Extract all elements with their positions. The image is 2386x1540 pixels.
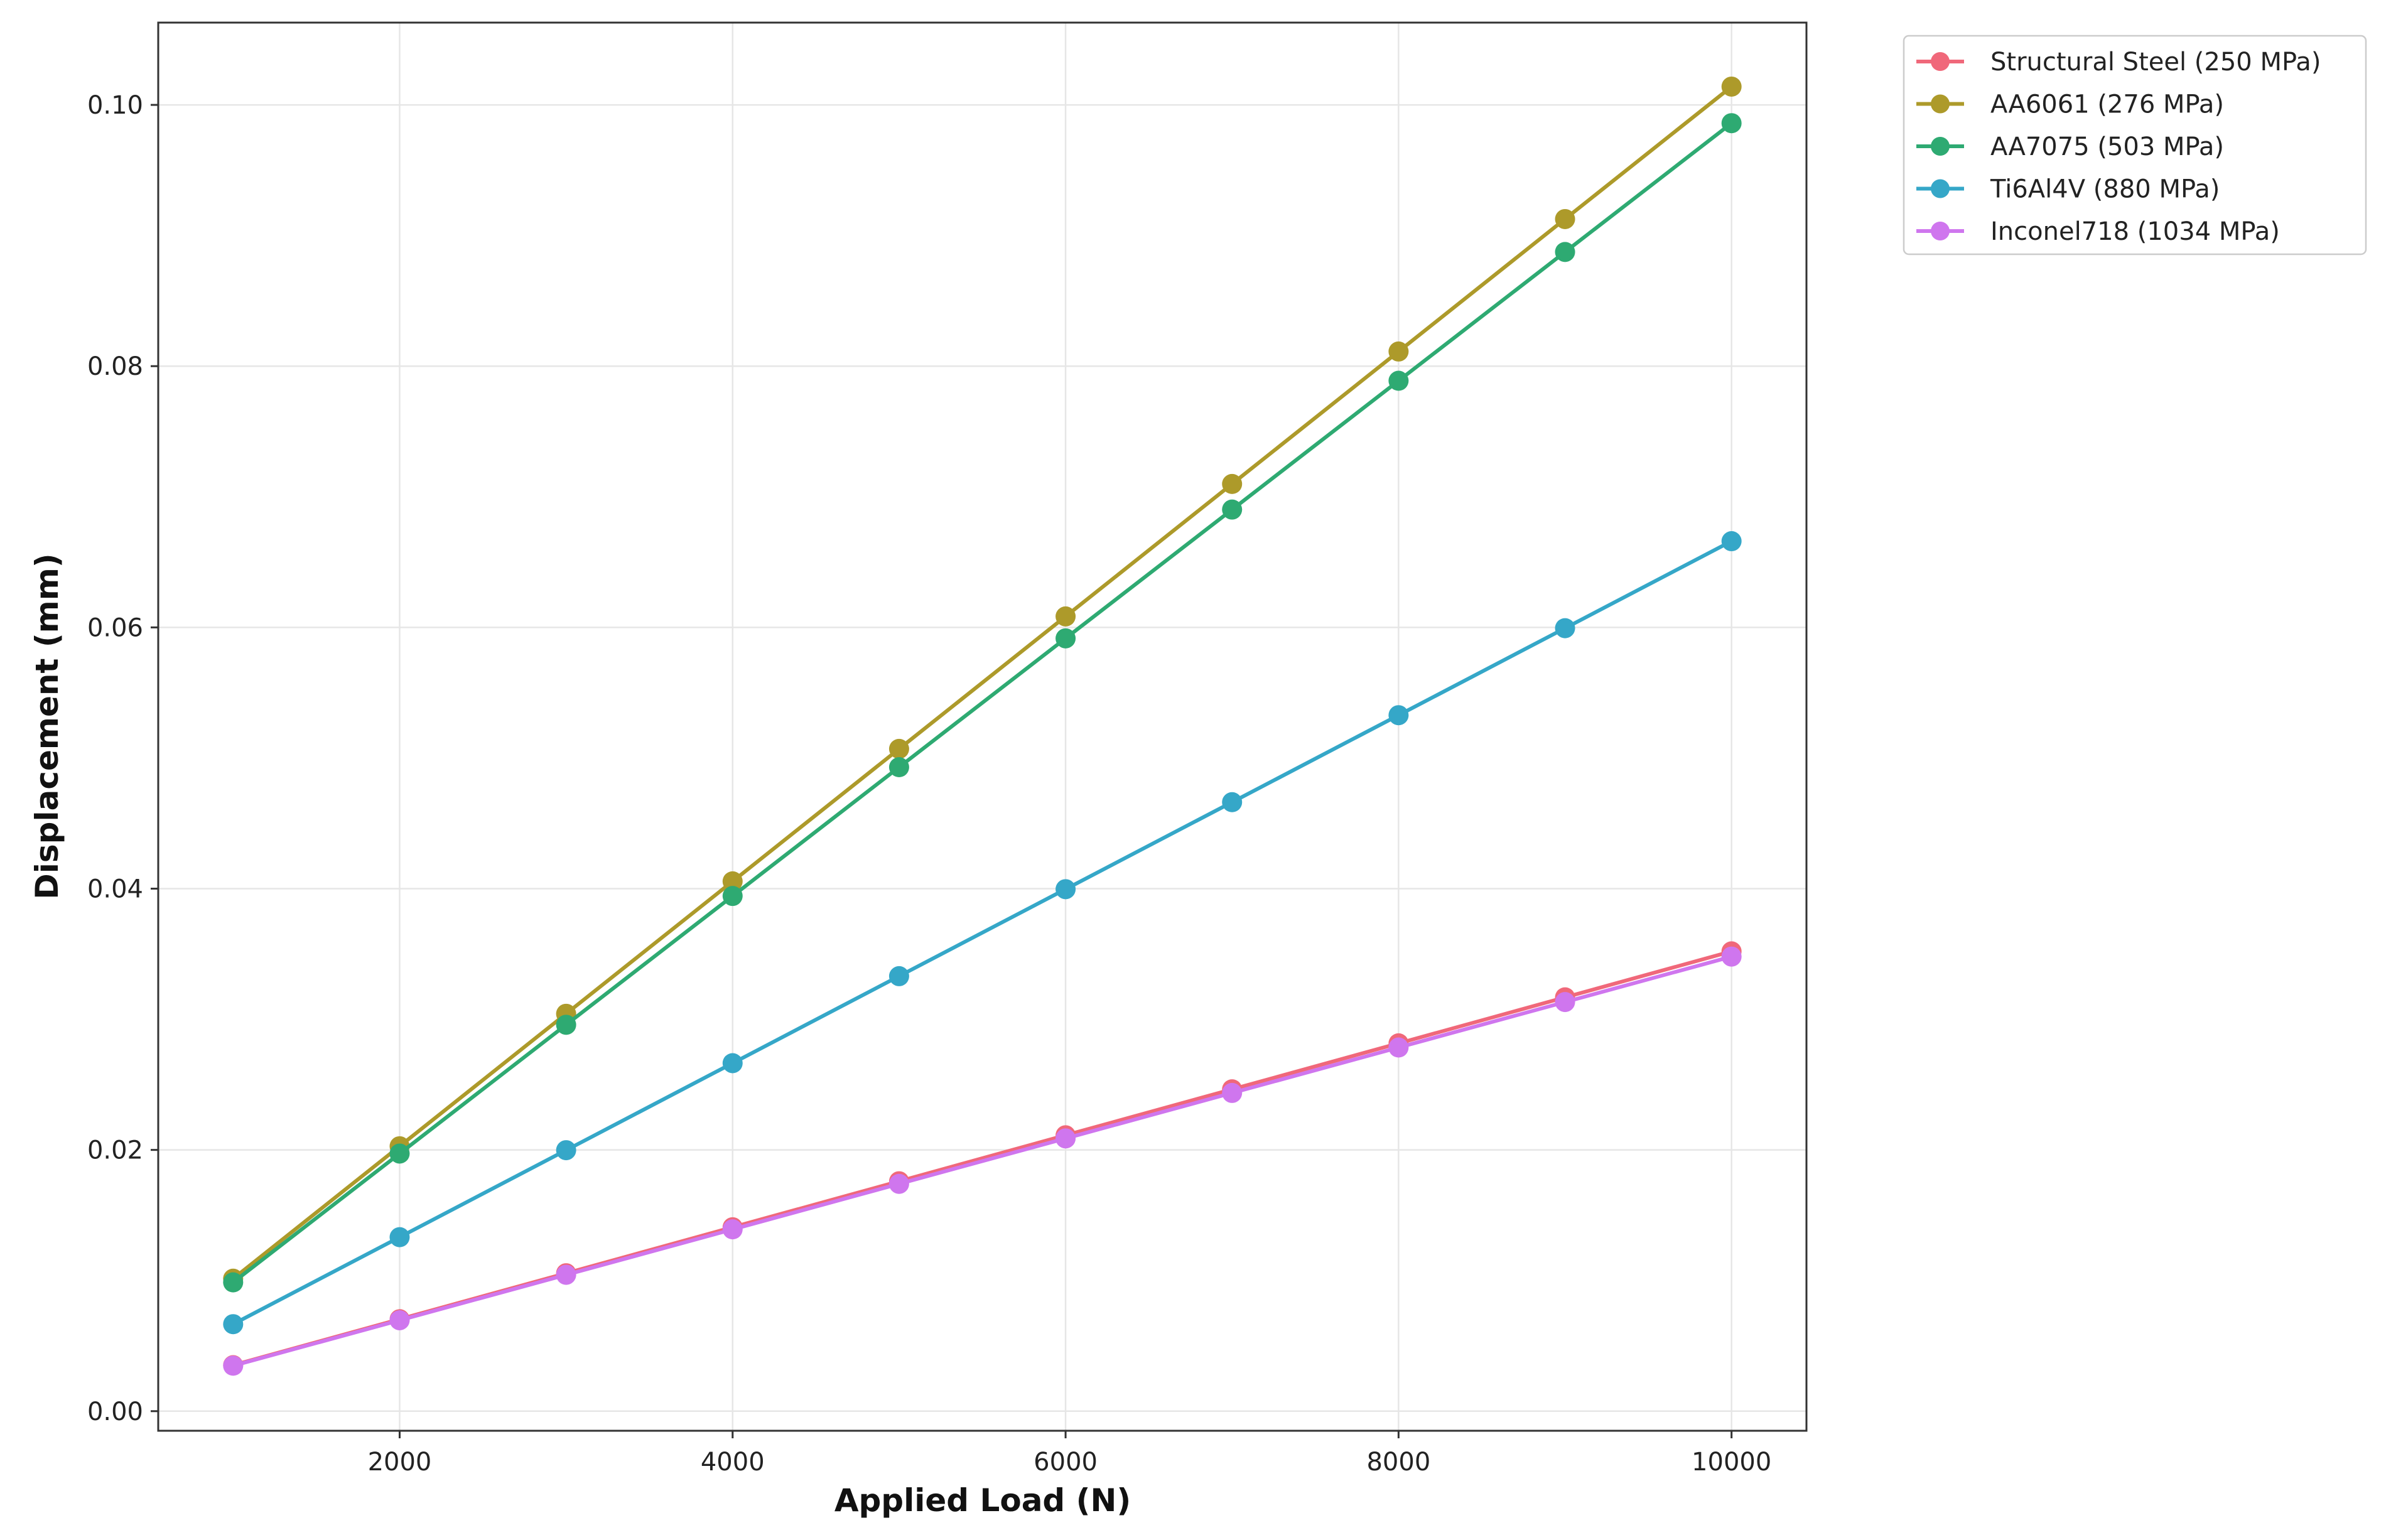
y-axis-title: Displacement (mm) bbox=[29, 553, 65, 899]
data-point bbox=[1055, 1128, 1076, 1149]
legend-marker bbox=[1931, 179, 1950, 198]
data-point bbox=[389, 1143, 410, 1164]
data-point bbox=[1388, 705, 1409, 726]
y-tick-label: 0.02 bbox=[87, 1136, 143, 1165]
data-point bbox=[389, 1310, 410, 1330]
series-line bbox=[232, 954, 1732, 1368]
series-4 bbox=[223, 946, 1742, 1376]
data-point bbox=[888, 738, 909, 759]
legend: Structural Steel (250 MPa) AA6061 (276 MP… bbox=[1903, 35, 2367, 256]
legend-item: AA6061 (276 MPa) bbox=[1916, 90, 2224, 119]
series-3 bbox=[223, 531, 1742, 1335]
data-point bbox=[888, 966, 909, 986]
legend-marker bbox=[1931, 222, 1950, 240]
data-point bbox=[1555, 208, 1575, 229]
grid-lines bbox=[158, 23, 1806, 1431]
data-point bbox=[1388, 341, 1409, 362]
data-point bbox=[223, 1272, 244, 1293]
data-point bbox=[722, 1219, 743, 1240]
data-point bbox=[1721, 531, 1742, 552]
x-tick-label: 2000 bbox=[368, 1448, 432, 1477]
x-axis-title: Applied Load (N) bbox=[834, 1482, 1131, 1519]
data-point bbox=[888, 1173, 909, 1194]
data-point bbox=[556, 1140, 576, 1161]
legend-label: AA7075 (503 MPa) bbox=[1990, 132, 2224, 161]
data-point bbox=[1388, 1037, 1409, 1058]
y-axis: 0.00 0.02 0.04 0.06 0.08 0.10 bbox=[87, 91, 158, 1426]
legend-item: Structural Steel (250 MPa) bbox=[1916, 48, 2321, 77]
legend-item: Ti6Al4V (880 MPa) bbox=[1916, 175, 2220, 204]
series-layer bbox=[223, 76, 1742, 1376]
series-line bbox=[232, 121, 1733, 1284]
data-point bbox=[722, 871, 743, 891]
y-tick-label: 0.08 bbox=[87, 352, 143, 381]
data-point bbox=[1721, 76, 1742, 97]
legend-item: Inconel718 (1034 MPa) bbox=[1916, 217, 2280, 246]
data-point bbox=[722, 886, 743, 907]
data-point bbox=[1055, 606, 1076, 627]
data-point bbox=[556, 1015, 576, 1035]
data-point bbox=[1388, 370, 1409, 391]
data-point bbox=[389, 1227, 410, 1247]
data-point bbox=[223, 1314, 244, 1335]
x-axis: 2000 4000 6000 8000 10000 bbox=[368, 1431, 1771, 1477]
y-tick-label: 0.10 bbox=[87, 91, 143, 120]
legend-box bbox=[1903, 35, 2367, 256]
legend-marker bbox=[1931, 137, 1950, 156]
x-tick-label: 10000 bbox=[1692, 1448, 1771, 1477]
data-point bbox=[1222, 1082, 1243, 1103]
legend-label: Structural Steel (250 MPa) bbox=[1990, 48, 2321, 77]
data-point bbox=[1721, 113, 1742, 134]
legend-label: Inconel718 (1034 MPa) bbox=[1990, 217, 2280, 246]
y-tick-label: 0.04 bbox=[87, 875, 143, 904]
data-point bbox=[1222, 473, 1243, 494]
data-point bbox=[223, 1355, 244, 1376]
data-point bbox=[722, 1053, 743, 1074]
series-line bbox=[232, 539, 1733, 1326]
legend-marker bbox=[1931, 52, 1950, 71]
legend-marker bbox=[1931, 94, 1950, 114]
data-point bbox=[1222, 499, 1243, 520]
data-point bbox=[556, 1264, 576, 1285]
x-tick-label: 8000 bbox=[1366, 1448, 1430, 1477]
x-tick-label: 6000 bbox=[1034, 1448, 1098, 1477]
data-point bbox=[1055, 879, 1076, 900]
x-tick-label: 4000 bbox=[701, 1448, 765, 1477]
legend-label: Ti6Al4V (880 MPa) bbox=[1990, 175, 2220, 204]
data-point bbox=[1555, 618, 1575, 638]
data-point bbox=[1055, 628, 1076, 649]
data-point bbox=[888, 757, 909, 778]
series-line bbox=[232, 85, 1733, 1281]
plot-frame bbox=[157, 21, 1808, 1432]
y-tick-label: 0.06 bbox=[87, 613, 143, 642]
legend-label: AA6061 (276 MPa) bbox=[1990, 90, 2224, 119]
series-2 bbox=[223, 113, 1742, 1293]
data-point bbox=[1222, 792, 1243, 812]
data-point bbox=[1555, 992, 1575, 1013]
legend-item: AA7075 (503 MPa) bbox=[1916, 132, 2224, 161]
data-point bbox=[1721, 946, 1742, 967]
y-tick-label: 0.00 bbox=[87, 1397, 143, 1426]
data-point bbox=[1555, 242, 1575, 262]
